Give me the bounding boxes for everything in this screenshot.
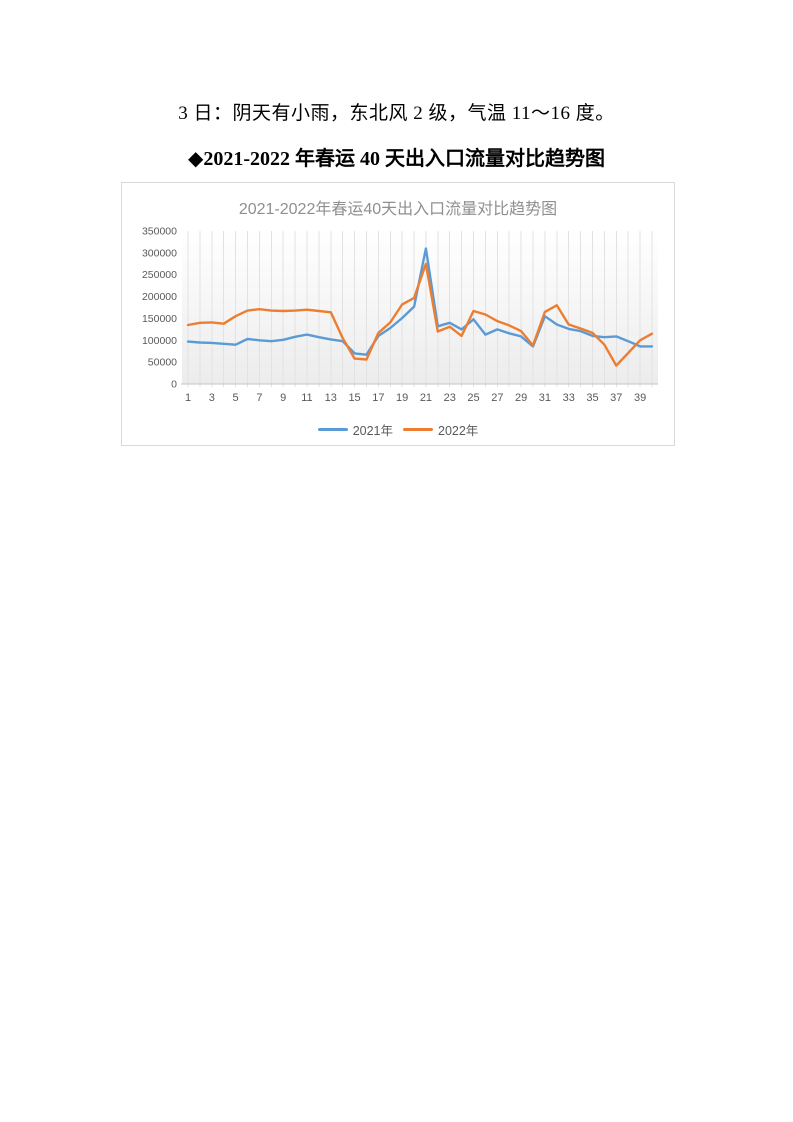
y-tick-label: 250000	[142, 269, 177, 281]
x-tick-label: 13	[325, 392, 337, 404]
chart-legend: 2021年 2022年	[122, 420, 674, 439]
x-tick-label: 3	[209, 392, 215, 404]
chart-title: 2021-2022年春运40天出入口流量对比趋势图	[238, 201, 558, 218]
embedded-chart: 350000 300000 250000 200000 150000 100000 5000…	[121, 182, 675, 446]
x-tick-label: 25	[467, 392, 479, 404]
x-tick-label: 11	[301, 392, 312, 404]
x-tick-label: 21	[420, 392, 432, 404]
x-tick-label: 17	[372, 392, 384, 404]
x-tick-label: 29	[515, 392, 527, 404]
series-line-2022年	[186, 262, 654, 367]
legend-item-2022年: 2022年	[403, 420, 478, 439]
x-tick-label: 27	[491, 392, 503, 404]
legend-swatch	[403, 428, 433, 431]
x-tick-label: 5	[233, 392, 239, 404]
x-tick-label: 35	[586, 392, 598, 404]
y-tick-label: 200000	[142, 291, 177, 303]
x-tick-label: 23	[444, 392, 456, 404]
y-tick-label: 50000	[148, 357, 177, 369]
y-tick-label: 0	[171, 379, 177, 391]
chart-canvas: 350000 300000 250000 200000 150000 100000 5000…	[142, 226, 658, 404]
x-tick-label: 33	[563, 392, 575, 404]
y-axis-tick-labels: 350000 300000 250000 200000 150000 100000 5000…	[142, 226, 177, 391]
x-tick-label: 19	[396, 392, 408, 404]
x-tick-label: 9	[280, 392, 286, 404]
y-tick-label: 150000	[142, 313, 177, 325]
y-tick-label: 350000	[142, 226, 177, 238]
x-tick-label: 31	[539, 392, 551, 404]
y-tick-label: 100000	[142, 335, 177, 347]
y-tick-label: 300000	[142, 247, 177, 259]
x-tick-label: 37	[610, 392, 622, 404]
x-tick-label: 39	[634, 392, 646, 404]
plot-area	[182, 231, 658, 384]
legend-label: 2022年	[438, 424, 479, 438]
legend-item-2021年: 2021年	[317, 420, 393, 439]
chart-section-heading: ◆2021-2022 年春运 40 天出入口流量对比趋势图	[187, 148, 606, 170]
x-tick-label: 7	[256, 392, 262, 404]
legend-label: 2021年	[352, 424, 393, 438]
x-tick-label: 1	[185, 392, 191, 404]
gridlines	[187, 231, 653, 387]
x-tick-label: 15	[348, 392, 360, 404]
legend-swatch	[317, 428, 348, 431]
x-axis-tick-labels: 1 3 5 7 9 11 13 15 17 19 21 23 25 27 29 31 33 35 37 39	[185, 392, 646, 404]
weather-text: 3 日：阴天有小雨，东北风 2 级，气温 11～16 度。	[178, 103, 615, 124]
